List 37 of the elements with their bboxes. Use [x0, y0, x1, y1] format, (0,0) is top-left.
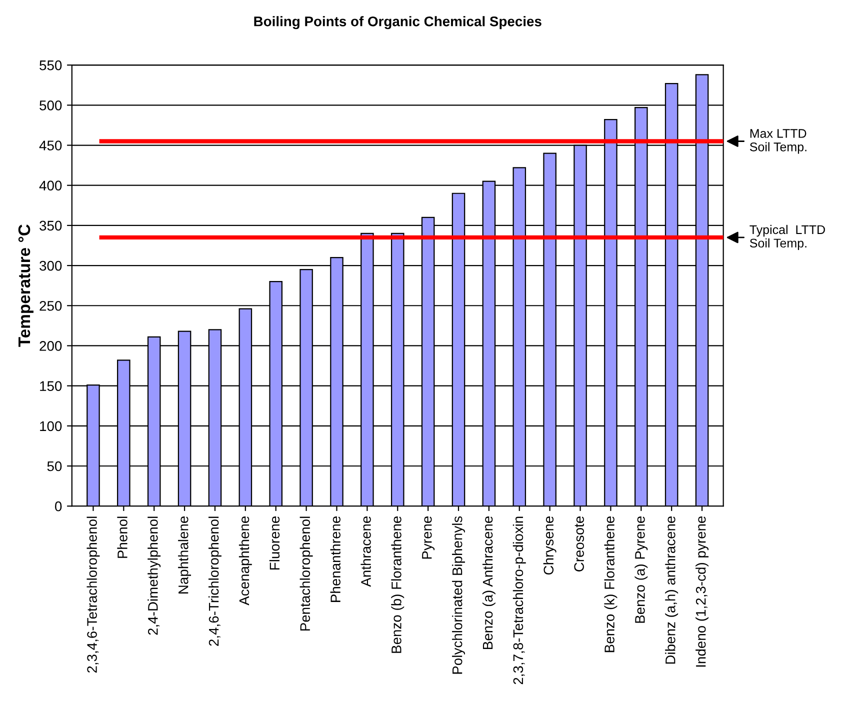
x-tick-label: Fluorene [269, 516, 280, 570]
y-tick-label: 200 [40, 341, 62, 351]
y-tick-label: 300 [40, 260, 62, 271]
y-tick-label: 350 [40, 220, 62, 231]
chart-title: Boiling Points of Organic Chemical Species [254, 16, 542, 30]
y-tick-label: 400 [39, 180, 62, 191]
x-tick-label: Dibenz (a,h) anthracene [665, 516, 678, 664]
x-tick-label: Pentachlorophenol [300, 516, 313, 631]
x-tick-label: 2,3,7,8-Tetrachloro-p-dioxin [512, 516, 526, 684]
x-tick-label: Phenol [117, 516, 128, 558]
y-tick-label: 450 [39, 140, 62, 150]
ref-line-label: Max LTTD Soil Temp. [750, 129, 806, 154]
x-tick-label: 2,3,4,6-Tetrachlorophenol [86, 516, 100, 673]
x-tick-label: Polychlorinated Biphenyls [452, 516, 465, 674]
x-tick-label: 2,4-Dimethylphenol [148, 516, 161, 635]
y-tick-label: 100 [40, 421, 62, 432]
x-tick-label: Acenaphthene [238, 516, 252, 606]
ref-line-label: Typical LTTD Soil Temp. [750, 224, 825, 250]
y-tick-label: 250 [40, 300, 62, 311]
y-axis-title: Temperature °C [18, 224, 34, 347]
x-tick-label: Benzo (b) Floranthene [391, 516, 404, 653]
y-tick-label: 0 [55, 501, 62, 512]
x-tick-label: Naphthalene [178, 516, 192, 594]
x-tick-label: Benzo (a) Anthracene [482, 516, 496, 650]
x-tick-label: Benzo (a) Pyrene [634, 516, 648, 623]
y-tick-label: 50 [47, 461, 62, 472]
x-tick-label: Chrysene [543, 516, 556, 575]
x-tick-label: Anthracene [360, 516, 371, 587]
x-tick-label: Phenanthrene [330, 516, 340, 602]
x-tick-label: Creosote [574, 516, 584, 572]
x-tick-label: Indeno (1,2,3-cd) pyrene [696, 516, 708, 667]
y-tick-label: 500 [40, 100, 62, 110]
x-tick-label: Pyrene [422, 516, 435, 559]
x-tick-label: Benzo (k) Floranthene [604, 516, 618, 652]
x-tick-label: 2,4,6-Trichlorophenol [208, 516, 222, 646]
y-tick-label: 150 [40, 381, 62, 391]
y-tick-label: 550 [40, 60, 62, 70]
